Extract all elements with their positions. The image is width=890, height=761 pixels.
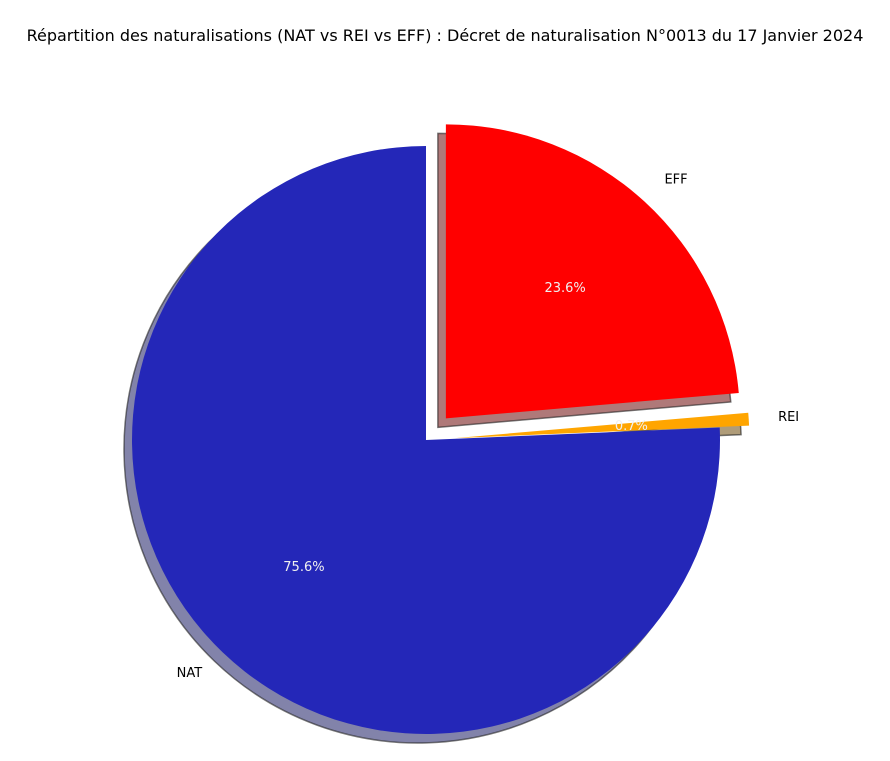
chart-title: Répartition des naturalisations (NAT vs … <box>26 26 864 45</box>
category-label-rei: REI <box>778 410 799 425</box>
pct-label-rei: 0.7% <box>615 419 648 434</box>
pie-label-layer: 75.6% NAT 0.7% REI 23.6% EFF <box>177 172 799 680</box>
category-label-eff: EFF <box>664 172 687 187</box>
pie-slice-layer <box>132 124 750 734</box>
pie-slice-nat <box>132 146 721 734</box>
pct-label-nat: 75.6% <box>283 560 324 575</box>
pie-slice-eff <box>445 124 739 419</box>
category-label-nat: NAT <box>177 666 203 681</box>
pct-label-eff: 23.6% <box>544 281 585 296</box>
pie-slice-rei <box>455 412 750 439</box>
